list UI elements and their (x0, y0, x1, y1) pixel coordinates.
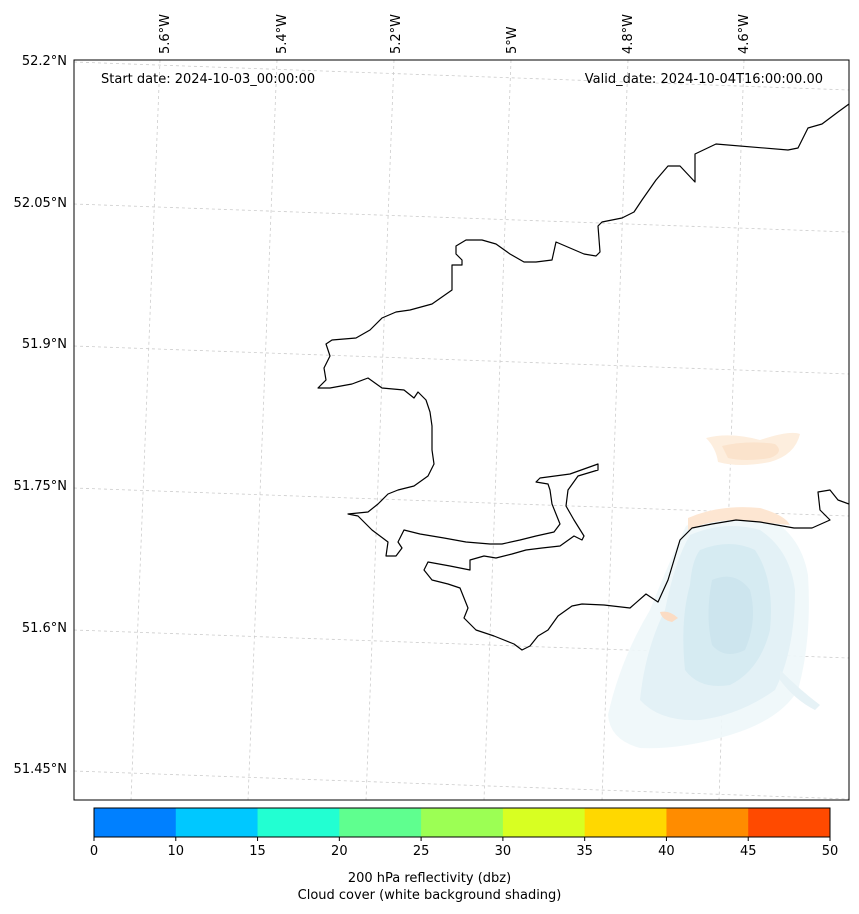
colorbar-swatch (339, 808, 422, 837)
colorbar-tick-label: 10 (168, 844, 185, 859)
lat-label: 51.75°N (14, 479, 67, 494)
valid-date-label: Valid_date: 2024-10-04T16:00:00.00 (585, 72, 823, 87)
colorbar-swatch (748, 808, 831, 837)
colorbar-tick-label: 0 (90, 844, 98, 859)
lat-label: 52.2°N (22, 54, 67, 69)
lat-label: 51.9°N (22, 337, 67, 352)
colorbar-tick-label: 45 (740, 844, 757, 859)
lat-label: 52.05°N (14, 196, 67, 211)
lon-label: 5.2°W (389, 14, 404, 54)
colorbar-title: 200 hPa reflectivity (dbz) (347, 871, 512, 886)
colorbar-tick-label: 50 (822, 844, 839, 859)
colorbar-swatch (175, 808, 259, 837)
colorbar-tick-label: 15 (249, 844, 266, 859)
colorbar-frame (93, 807, 831, 838)
colorbar-tick-label: 25 (413, 844, 430, 859)
lon-label: 5.6°W (158, 14, 173, 54)
colorbar-swatch (94, 808, 177, 837)
colorbar-subtitle: Cloud cover (white background shading) (297, 888, 562, 903)
colorbar-tick-label: 40 (658, 844, 675, 859)
colorbar-swatch (666, 808, 749, 837)
colorbar-tick-label: 35 (576, 844, 593, 859)
lat-label: 51.6°N (22, 621, 67, 636)
lon-label: 5°W (505, 26, 520, 54)
coastline (317, 103, 849, 651)
colorbar-swatch (502, 808, 586, 837)
colorbar-tick-label: 20 (331, 844, 348, 859)
colorbar: 0 10 15 20 25 30 35 40 45 50 (90, 807, 839, 859)
map-frame (73, 59, 850, 801)
colorbar-swatch (257, 808, 340, 837)
colorbar-tick-label: 30 (495, 844, 512, 859)
lon-label: 5.4°W (275, 14, 290, 54)
lon-label: 4.6°W (737, 14, 752, 54)
lat-label: 51.45°N (14, 762, 67, 777)
cloud-shading (608, 432, 820, 749)
colorbar-swatch (584, 808, 667, 837)
start-date-label: Start date: 2024-10-03_00:00:00 (101, 72, 315, 87)
colorbar-swatch (421, 808, 504, 837)
lon-label: 4.8°W (621, 14, 636, 54)
